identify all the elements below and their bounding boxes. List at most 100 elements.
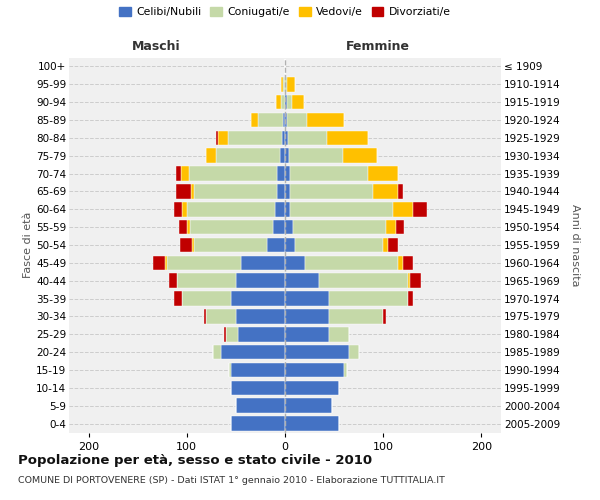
Bar bbox=[174, 291, 182, 306]
Bar bbox=[292, 95, 304, 110]
Bar bbox=[283, 77, 285, 92]
Bar bbox=[218, 130, 228, 145]
Bar bbox=[285, 130, 288, 145]
Bar bbox=[344, 362, 347, 378]
Bar bbox=[293, 220, 386, 234]
Bar bbox=[229, 362, 231, 378]
Bar bbox=[194, 184, 277, 198]
Bar bbox=[165, 256, 167, 270]
Bar bbox=[190, 220, 273, 234]
Bar bbox=[285, 112, 287, 128]
Text: Femmine: Femmine bbox=[346, 40, 410, 52]
Bar bbox=[180, 238, 192, 252]
Bar bbox=[226, 327, 238, 342]
Bar bbox=[285, 220, 293, 234]
Bar bbox=[319, 274, 408, 288]
Bar bbox=[349, 345, 359, 360]
Bar bbox=[203, 309, 206, 324]
Bar bbox=[176, 166, 181, 181]
Bar bbox=[206, 309, 236, 324]
Bar bbox=[285, 238, 295, 252]
Bar bbox=[182, 202, 187, 216]
Bar bbox=[413, 202, 427, 216]
Bar bbox=[214, 345, 221, 360]
Bar bbox=[283, 112, 285, 128]
Bar bbox=[285, 416, 339, 431]
Bar bbox=[231, 362, 285, 378]
Bar bbox=[282, 130, 285, 145]
Bar bbox=[410, 274, 421, 288]
Bar bbox=[290, 184, 373, 198]
Bar bbox=[169, 274, 177, 288]
Bar bbox=[216, 148, 280, 163]
Bar bbox=[285, 398, 332, 413]
Bar bbox=[305, 256, 398, 270]
Bar bbox=[236, 274, 285, 288]
Bar bbox=[398, 184, 403, 198]
Text: Popolazione per età, sesso e stato civile - 2010: Popolazione per età, sesso e stato civil… bbox=[18, 454, 372, 467]
Bar bbox=[231, 416, 285, 431]
Bar bbox=[251, 112, 259, 128]
Bar bbox=[285, 327, 329, 342]
Bar bbox=[388, 238, 398, 252]
Bar bbox=[259, 112, 283, 128]
Bar bbox=[189, 166, 277, 181]
Bar bbox=[273, 220, 285, 234]
Bar bbox=[386, 220, 396, 234]
Bar bbox=[290, 166, 368, 181]
Bar bbox=[194, 238, 268, 252]
Bar bbox=[231, 291, 285, 306]
Bar bbox=[295, 238, 383, 252]
Bar bbox=[238, 327, 285, 342]
Bar bbox=[408, 291, 413, 306]
Bar bbox=[285, 362, 344, 378]
Bar bbox=[373, 184, 398, 198]
Y-axis label: Anni di nascita: Anni di nascita bbox=[570, 204, 580, 286]
Bar bbox=[398, 256, 403, 270]
Bar bbox=[285, 148, 289, 163]
Bar bbox=[290, 202, 393, 216]
Bar bbox=[216, 130, 218, 145]
Bar bbox=[281, 95, 285, 110]
Text: Maschi: Maschi bbox=[131, 40, 181, 52]
Bar bbox=[241, 256, 285, 270]
Bar bbox=[287, 95, 292, 110]
Bar bbox=[228, 130, 282, 145]
Bar bbox=[268, 238, 285, 252]
Bar bbox=[167, 256, 241, 270]
Bar bbox=[285, 95, 287, 110]
Bar bbox=[285, 202, 290, 216]
Bar bbox=[280, 148, 285, 163]
Bar bbox=[329, 309, 383, 324]
Bar bbox=[236, 398, 285, 413]
Bar bbox=[187, 220, 190, 234]
Bar bbox=[276, 95, 281, 110]
Bar bbox=[236, 309, 285, 324]
Legend: Celibi/Nubili, Coniugati/e, Vedovi/e, Divorziati/e: Celibi/Nubili, Coniugati/e, Vedovi/e, Di… bbox=[115, 3, 455, 22]
Bar bbox=[285, 184, 290, 198]
Bar bbox=[383, 309, 386, 324]
Bar bbox=[191, 184, 194, 198]
Bar bbox=[285, 380, 339, 395]
Bar bbox=[182, 291, 231, 306]
Bar bbox=[287, 112, 307, 128]
Bar bbox=[281, 77, 283, 92]
Bar bbox=[174, 202, 182, 216]
Bar bbox=[403, 256, 413, 270]
Bar bbox=[396, 220, 404, 234]
Bar bbox=[368, 166, 398, 181]
Bar bbox=[393, 202, 413, 216]
Y-axis label: Fasce di età: Fasce di età bbox=[23, 212, 33, 278]
Bar bbox=[181, 166, 189, 181]
Bar bbox=[285, 256, 305, 270]
Bar bbox=[275, 202, 285, 216]
Bar bbox=[177, 274, 236, 288]
Bar bbox=[408, 274, 410, 288]
Bar bbox=[329, 327, 349, 342]
Bar bbox=[154, 256, 165, 270]
Bar bbox=[231, 380, 285, 395]
Bar bbox=[307, 112, 344, 128]
Bar bbox=[329, 291, 408, 306]
Bar bbox=[277, 166, 285, 181]
Bar bbox=[285, 291, 329, 306]
